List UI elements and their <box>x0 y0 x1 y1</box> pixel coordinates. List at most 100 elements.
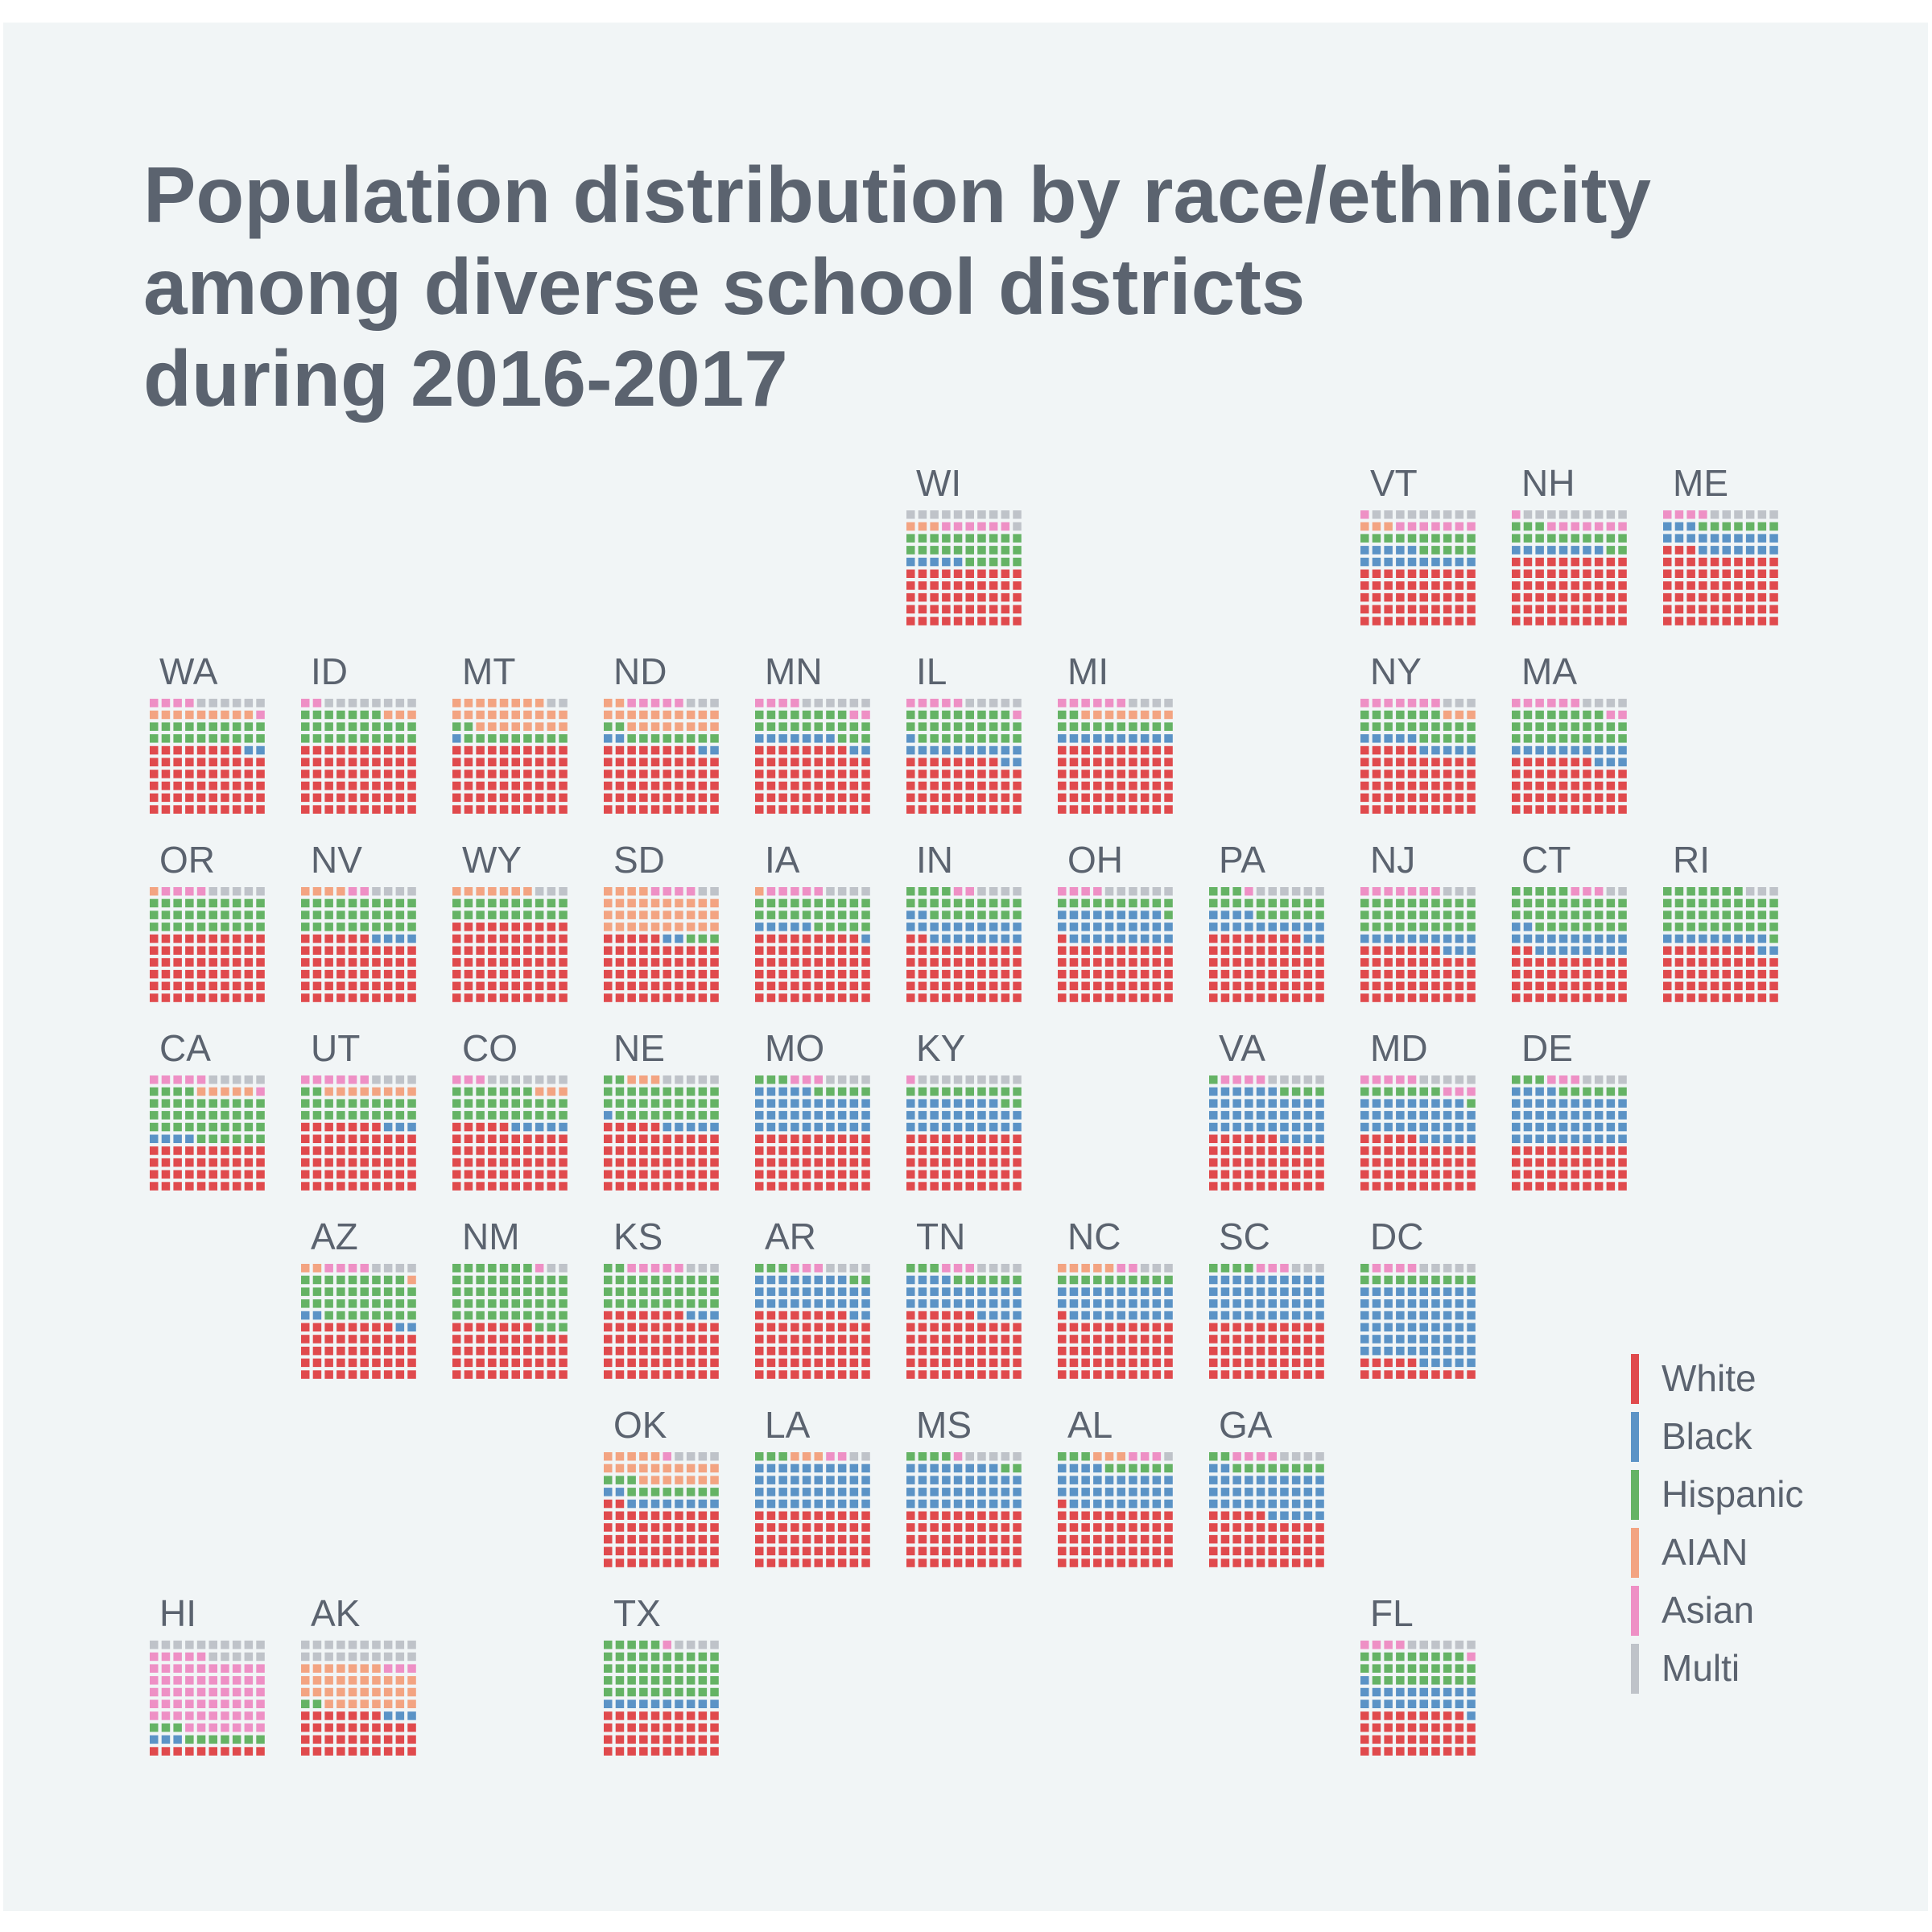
waffle-cell-white <box>407 1146 416 1155</box>
waffle-cell-hispanic <box>942 534 951 543</box>
waffle-cell-black <box>1315 1275 1324 1285</box>
waffle-cell-white <box>663 1723 671 1732</box>
waffle-cell-white <box>1734 981 1743 991</box>
waffle-cell-white <box>930 1182 939 1191</box>
waffle-cell-white <box>755 993 764 1002</box>
waffle-cell-hispanic <box>1419 710 1428 720</box>
waffle-cell-hispanic <box>196 923 206 931</box>
waffle-cell-white <box>1232 946 1241 955</box>
waffle-cell-white <box>1129 1370 1137 1379</box>
state-label-wi: WI <box>916 462 961 504</box>
waffle-cell-multi <box>372 1641 381 1649</box>
waffle-cell-white <box>1523 770 1533 778</box>
waffle-cell-black <box>1245 923 1253 931</box>
waffle-cell-white <box>232 1182 242 1191</box>
waffle-cell-multi <box>547 887 556 896</box>
waffle-cell-black <box>930 745 939 755</box>
waffle-cell-white <box>826 1182 835 1191</box>
waffle-cell-black <box>942 923 951 931</box>
waffle-cell-aian <box>395 1676 405 1685</box>
waffle-cell-white <box>1547 557 1556 567</box>
waffle-cell-white <box>604 793 613 803</box>
waffle-cell-hispanic <box>360 1275 369 1285</box>
waffle-cell-hispanic <box>383 1111 393 1120</box>
waffle-cell-white <box>1547 1146 1556 1155</box>
waffle-me: ME <box>1663 462 1778 625</box>
waffle-cell-white <box>1384 1170 1393 1179</box>
waffle-cell-aian <box>615 1463 625 1473</box>
waffle-cell-multi <box>1013 510 1022 519</box>
waffle-cell-hispanic <box>930 887 939 896</box>
waffle-cell-hispanic <box>675 1676 683 1685</box>
waffle-cell-hispanic <box>1431 923 1440 931</box>
waffle-cell-white <box>1583 592 1591 602</box>
waffle-cell-black <box>1523 745 1533 755</box>
waffle-cell-white <box>930 793 939 803</box>
waffle-cell-white <box>906 981 915 991</box>
waffle-cell-white <box>324 1182 333 1191</box>
waffle-cell-asian <box>1431 699 1440 708</box>
waffle-cell-white <box>1419 758 1428 766</box>
waffle-cell-white <box>464 1370 473 1379</box>
waffle-cell-white <box>826 1370 835 1379</box>
waffle-cell-hispanic <box>639 1652 648 1662</box>
waffle-cell-white <box>837 770 847 778</box>
waffle-cell-white <box>663 1170 671 1179</box>
waffle-cell-hispanic <box>953 722 963 731</box>
waffle-cell-asian <box>1232 1075 1241 1084</box>
waffle-cell-hispanic <box>1594 734 1604 743</box>
waffle-cell-black <box>1443 1358 1452 1368</box>
waffle-cell-white <box>1268 993 1277 1002</box>
waffle-cell-white <box>1058 1534 1067 1544</box>
waffle-cell-white <box>1571 557 1579 567</box>
waffle-de: DE <box>1512 1027 1627 1191</box>
waffle-cell-white <box>488 1182 497 1191</box>
state-label-wy: WY <box>462 839 522 881</box>
waffle-cell-white <box>1372 770 1381 778</box>
waffle-cell-white <box>547 1182 556 1191</box>
waffle-cell-asian <box>232 1711 242 1720</box>
waffle-cell-hispanic <box>1618 923 1627 931</box>
waffle-cell-white <box>965 1546 974 1556</box>
waffle-cell-multi <box>918 510 927 519</box>
waffle-cell-white <box>499 793 509 803</box>
waffle-cell-white <box>221 946 229 955</box>
waffle-cell-white <box>232 770 242 778</box>
waffle-cell-white <box>1467 793 1476 803</box>
waffle-cell-hispanic <box>906 887 915 896</box>
waffle-cell-hispanic <box>906 1452 915 1461</box>
waffle-cell-white <box>1594 617 1604 625</box>
waffle-cell-black <box>1443 1287 1452 1296</box>
waffle-cell-white <box>301 1134 310 1143</box>
waffle-cell-multi <box>301 1641 310 1649</box>
waffle-cell-white <box>523 969 532 979</box>
waffle-cell-white <box>861 958 870 967</box>
waffle-cell-hispanic <box>627 1664 636 1673</box>
waffle-cell-white <box>710 1558 719 1567</box>
waffle-cell-multi <box>1280 1075 1289 1084</box>
waffle-cell-white <box>535 1134 544 1143</box>
waffle-cell-black <box>1431 934 1440 943</box>
waffle-cell-hispanic <box>1069 722 1079 731</box>
waffle-cell-multi <box>324 699 333 708</box>
waffle-cell-white <box>615 1747 625 1756</box>
waffle-cell-white <box>1001 781 1010 791</box>
waffle-cell-white <box>185 969 194 979</box>
waffle-cell-hispanic <box>930 734 939 743</box>
waffle-cell-hispanic <box>221 1111 229 1120</box>
waffle-cell-white <box>464 1346 473 1356</box>
waffle-cell-white <box>301 1747 310 1756</box>
waffle-cell-hispanic <box>360 1311 369 1320</box>
waffle-cell-white <box>826 1558 835 1567</box>
waffle-cell-hispanic <box>989 910 998 919</box>
waffle-cell-hispanic <box>221 1099 229 1108</box>
waffle-cell-white <box>615 758 625 766</box>
waffle-cell-white <box>837 1370 847 1379</box>
waffle-cell-white <box>185 805 194 814</box>
waffle-cell-multi <box>861 699 870 708</box>
waffle-cell-hispanic <box>686 1087 696 1096</box>
waffle-cell-white <box>814 770 823 778</box>
waffle-cell-black <box>1523 934 1533 943</box>
waffle-cell-black <box>791 1122 799 1132</box>
waffle-cell-white <box>977 1558 986 1567</box>
